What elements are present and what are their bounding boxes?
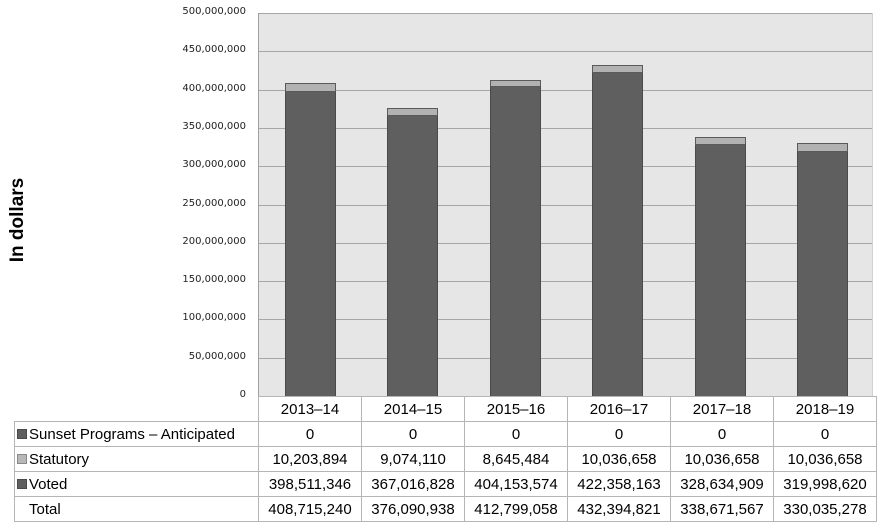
table-cell: 0	[464, 421, 568, 447]
y-axis-label: In dollars	[4, 150, 32, 290]
row-label: Voted	[14, 471, 259, 497]
y-tick-label: 200,000,000	[182, 235, 246, 247]
gridline	[259, 166, 872, 168]
y-tick-label: 150,000,000	[182, 274, 246, 286]
row-label-text: Statutory	[29, 450, 90, 468]
bar-2015–16	[489, 79, 541, 396]
table-cell: 422,358,163	[567, 471, 671, 497]
table-cell: 0	[773, 421, 877, 447]
bar-segment-statutory	[797, 143, 849, 152]
column-header: 2018–19	[773, 396, 877, 422]
bar-segment-statutory	[489, 79, 541, 88]
legend-swatch-dark-icon	[17, 478, 27, 489]
table-cell: 412,799,058	[464, 496, 568, 522]
gridline	[259, 281, 872, 283]
y-tick-label: 0	[239, 389, 246, 400]
gridline	[259, 242, 872, 244]
table-cell: 10,036,658	[567, 446, 671, 472]
table-cell: 0	[361, 421, 465, 447]
table-cell: 0	[258, 421, 362, 447]
bar-2013–14	[284, 82, 336, 396]
table-cell: 0	[567, 421, 671, 447]
bar-2016–17	[592, 64, 644, 396]
row-label-text: Total	[29, 500, 61, 518]
table-cell: 367,016,828	[361, 471, 465, 497]
table-header-row: 2013–14 2014–15 2015–16 2016–17 2017–18 …	[14, 396, 877, 422]
bar-segment-statutory	[592, 64, 644, 74]
column-header: 2015–16	[464, 396, 568, 422]
table-cell: 398,511,346	[258, 471, 362, 497]
table-cell: 10,036,658	[670, 446, 774, 472]
y-tick-label: 250,000,000	[182, 197, 246, 209]
table-cell: 408,715,240	[258, 496, 362, 522]
row-label-text: Sunset Programs – Anticipated	[29, 425, 235, 443]
bar-2017–18	[694, 136, 746, 396]
table-cell: 9,074,110	[361, 446, 465, 472]
table-cell: 432,394,821	[567, 496, 671, 522]
row-label: Sunset Programs – Anticipated	[14, 421, 259, 447]
bar-segment-voted	[489, 86, 541, 396]
table-cell: 10,036,658	[773, 446, 877, 472]
y-tick-label: 400,000,000	[182, 82, 246, 94]
gridline	[259, 89, 872, 91]
gridline	[259, 204, 872, 206]
gridline	[259, 319, 872, 321]
bar-segment-voted	[694, 144, 746, 396]
y-tick-label: 500,000,000	[182, 6, 246, 17]
bar-segment-statutory	[387, 107, 439, 116]
column-header: 2016–17	[567, 396, 671, 422]
table-cell: 8,645,484	[464, 446, 568, 472]
y-tick-label: 450,000,000	[182, 44, 246, 56]
table-cell: 319,998,620	[773, 471, 877, 497]
y-tick-label: 100,000,000	[182, 312, 246, 324]
table-row-total: Total 408,715,240 376,090,938 412,799,05…	[14, 496, 877, 522]
bar-segment-voted	[797, 150, 849, 396]
table-row-sunset: Sunset Programs – Anticipated 0 0 0 0 0 …	[14, 421, 877, 447]
row-label: Total	[14, 496, 259, 522]
gridline	[259, 357, 872, 359]
bar-segment-statutory	[284, 82, 336, 92]
table-corner	[14, 396, 259, 422]
data-table: 2013–14 2014–15 2015–16 2016–17 2017–18 …	[14, 396, 877, 522]
column-header: 2014–15	[361, 396, 465, 422]
gridline	[259, 13, 872, 14]
table-cell: 404,153,574	[464, 471, 568, 497]
bar-2018–19	[797, 143, 849, 396]
column-header: 2013–14	[258, 396, 362, 422]
table-row-statutory: Statutory 10,203,894 9,074,110 8,645,484…	[14, 446, 877, 472]
bar-segment-voted	[592, 72, 644, 396]
table-cell: 330,035,278	[773, 496, 877, 522]
legend-swatch-blank	[17, 504, 27, 514]
legend-swatch-light-icon	[17, 453, 27, 464]
y-tick-label: 350,000,000	[182, 120, 246, 132]
table-cell: 376,090,938	[361, 496, 465, 522]
table-cell: 338,671,567	[670, 496, 774, 522]
table-cell: 0	[670, 421, 774, 447]
bar-segment-voted	[387, 114, 439, 396]
plot-area	[258, 13, 873, 396]
gridline	[259, 51, 872, 53]
bar-2014–15	[387, 107, 439, 396]
table-row-voted: Voted 398,511,346 367,016,828 404,153,57…	[14, 471, 877, 497]
row-label: Statutory	[14, 446, 259, 472]
row-label-text: Voted	[29, 475, 68, 493]
column-header: 2017–18	[670, 396, 774, 422]
y-axis-label-text: In dollars	[7, 177, 28, 263]
legend-swatch-dark-icon	[17, 428, 27, 439]
table-cell: 328,634,909	[670, 471, 774, 497]
table-cell: 10,203,894	[258, 446, 362, 472]
bar-segment-statutory	[694, 136, 746, 146]
y-tick-label: 50,000,000	[188, 350, 246, 362]
y-tick-label: 300,000,000	[182, 159, 246, 171]
bar-segment-voted	[284, 90, 336, 396]
gridline	[259, 127, 872, 129]
